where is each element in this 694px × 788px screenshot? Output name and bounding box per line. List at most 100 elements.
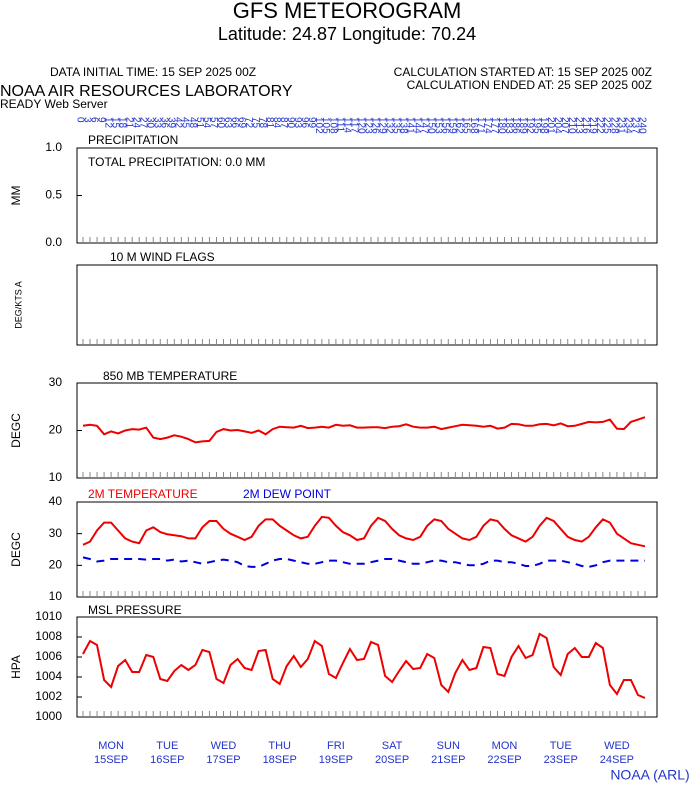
hour-label: 90 xyxy=(285,117,296,129)
date-label: 16SEP xyxy=(150,754,184,766)
hour-label: 21 xyxy=(124,117,135,129)
hour-label: 204 xyxy=(552,117,563,134)
hour-label: 51 xyxy=(194,117,205,129)
y-tick-label: 10 xyxy=(49,589,63,603)
calc-ended: CALCULATION ENDED AT: 25 SEP 2025 00Z xyxy=(407,78,652,92)
y-tick-label: 40 xyxy=(49,494,63,508)
hour-label: 108 xyxy=(327,117,338,134)
annotation: TOTAL PRECIPITATION: 0.0 MM xyxy=(88,155,265,169)
hour-label: 180 xyxy=(496,117,507,134)
hour-label: 18 xyxy=(117,117,128,129)
day-label: SUN xyxy=(437,740,460,752)
hour-label: 66 xyxy=(229,117,240,129)
hour-label: 198 xyxy=(538,117,549,134)
hour-label: 84 xyxy=(271,117,282,129)
calc-started: CALCULATION STARTED AT: 15 SEP 2025 00Z xyxy=(394,65,652,79)
day-label: MON xyxy=(492,740,518,752)
y-tick-label: 30 xyxy=(49,375,63,389)
hour-label: 177 xyxy=(489,117,500,134)
hour-label: 60 xyxy=(215,117,226,129)
date-label: 20SEP xyxy=(375,754,409,766)
panel-frame xyxy=(76,501,658,598)
hour-label: 6 xyxy=(88,117,99,123)
y-tick-label: 1006 xyxy=(35,649,62,663)
lab-name: NOAA AIR RESOURCES LABORATORY xyxy=(0,83,293,100)
hour-label: 105 xyxy=(320,117,331,134)
hour-label: 186 xyxy=(510,117,521,134)
hour-label: 222 xyxy=(594,117,605,134)
hour-label: 237 xyxy=(629,117,640,134)
hour-label: 174 xyxy=(482,117,493,134)
panel-title: 10 M WIND FLAGS xyxy=(110,250,215,264)
hour-label: 240 xyxy=(636,117,647,134)
hour-label: 57 xyxy=(208,117,219,129)
hour-label: 30 xyxy=(145,117,156,129)
hour-label: 102 xyxy=(313,117,324,134)
hour-label: 153 xyxy=(433,117,444,134)
hour-label: 225 xyxy=(601,117,612,134)
server-name: READY Web Server xyxy=(0,97,108,111)
hour-label: 99 xyxy=(306,117,317,129)
hour-label: 234 xyxy=(622,117,633,134)
panel-frame xyxy=(76,382,658,479)
y-tick-label: 10 xyxy=(49,470,63,484)
y-tick-label: 30 xyxy=(49,526,63,540)
y-axis-label: MM xyxy=(9,186,23,206)
hour-label: 189 xyxy=(517,117,528,134)
panel-title: MSL PRESSURE xyxy=(88,603,182,617)
date-label: 22SEP xyxy=(487,754,521,766)
y-tick-label: 20 xyxy=(49,423,63,437)
hour-label: 141 xyxy=(405,117,416,134)
panel-frame xyxy=(76,616,658,718)
series-line xyxy=(82,515,646,548)
hour-label: 36 xyxy=(159,117,170,129)
hour-label: 54 xyxy=(201,117,212,129)
hour-label: 219 xyxy=(587,117,598,134)
hour-label: 93 xyxy=(292,117,303,129)
hour-label: 117 xyxy=(348,117,359,133)
date-label: 15SEP xyxy=(94,754,128,766)
y-tick-label: 1000 xyxy=(35,709,62,723)
hour-label: 69 xyxy=(236,117,247,129)
date-label: 21SEP xyxy=(431,754,465,766)
date-label: 19SEP xyxy=(319,754,353,766)
hour-label: 213 xyxy=(573,117,584,134)
hour-label: 144 xyxy=(412,117,423,134)
hour-label: 132 xyxy=(383,117,394,134)
y-axis-label: DEGC xyxy=(9,413,23,448)
y-tick-label: 1008 xyxy=(35,629,62,643)
legend-entry: 2M DEW POINT xyxy=(243,487,332,501)
y-tick-label: 0.5 xyxy=(45,188,62,202)
day-label: THU xyxy=(268,740,291,752)
hour-label: 171 xyxy=(475,117,486,134)
y-tick-label: 0.0 xyxy=(45,235,62,249)
hour-label: 45 xyxy=(180,117,191,129)
hour-label: 9 xyxy=(95,117,106,123)
hour-label: 111 xyxy=(334,117,345,133)
date-label: 24SEP xyxy=(600,754,634,766)
hour-label: 135 xyxy=(390,117,401,134)
hour-label: 195 xyxy=(531,117,542,134)
hour-label: 183 xyxy=(503,117,514,134)
hour-label: 0 xyxy=(74,117,85,123)
day-label: MON xyxy=(98,740,124,752)
day-label: WED xyxy=(604,740,630,752)
hour-label: 39 xyxy=(166,117,177,129)
hour-label: 27 xyxy=(138,117,149,129)
y-tick-label: 1002 xyxy=(35,689,62,703)
hour-label: 129 xyxy=(376,117,387,134)
hour-label: 150 xyxy=(426,117,437,134)
hour-label: 168 xyxy=(468,117,479,134)
y-tick-label: 1010 xyxy=(35,609,62,623)
date-label: 17SEP xyxy=(206,754,240,766)
hour-label: 24 xyxy=(131,117,142,129)
hour-label: 147 xyxy=(419,117,430,134)
hour-label: 75 xyxy=(250,117,261,129)
hour-label: 120 xyxy=(355,117,366,134)
hour-label: 159 xyxy=(447,117,458,134)
subtitle: Latitude: 24.87 Longitude: 70.24 xyxy=(218,24,476,44)
series-line xyxy=(82,556,645,568)
hour-label: 138 xyxy=(398,117,409,134)
panel-frame xyxy=(76,264,658,346)
panel-title: PRECIPITATION xyxy=(88,133,178,147)
